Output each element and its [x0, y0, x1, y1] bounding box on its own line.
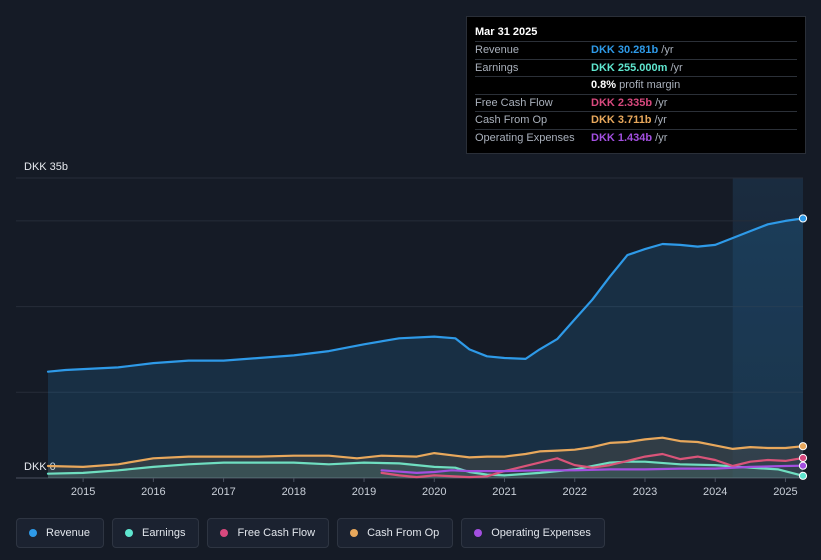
- tooltip-row-unit: /yr: [655, 131, 668, 144]
- x-tick-label: 2025: [773, 486, 797, 498]
- x-axis: 2015 2016 2017 2018 2019 2020 2021 2022 2023 2024…: [71, 478, 798, 498]
- legend-item-operating-expenses[interactable]: Operating Expenses: [461, 518, 605, 548]
- tooltip-row-unit: /yr: [654, 114, 667, 127]
- legend: Revenue Earnings Free Cash Flow Cash From O…: [16, 518, 605, 548]
- operating-expenses-end-marker: [798, 461, 808, 470]
- legend-label: Earnings: [142, 527, 186, 539]
- revenue-line: [46, 217, 805, 373]
- x-tick-label: 2023: [633, 486, 657, 498]
- data-tooltip: Mar 31 2025 Revenue DKK 30.281b/yr Earning…: [466, 16, 806, 154]
- legend-item-free-cash-flow[interactable]: Free Cash Flow: [207, 518, 330, 548]
- tooltip-date: Mar 31 2025: [475, 26, 538, 38]
- free-cash-flow-end-marker: [798, 453, 808, 463]
- gridlines: [16, 177, 803, 479]
- tooltip-row-label: Revenue: [475, 44, 520, 57]
- x-tick-label: 2021: [492, 486, 516, 498]
- tooltip-row-label: Earnings: [475, 61, 519, 74]
- legend-label: Revenue: [46, 527, 91, 539]
- x-tick-label: 2017: [211, 486, 235, 498]
- forecast-shade: [732, 178, 803, 478]
- y-axis-max-label: DKK 35b: [24, 161, 68, 173]
- free-cash-flow-line: [380, 452, 805, 479]
- tooltip-row: Operating Expenses DKK 1.434b/yr: [475, 128, 797, 147]
- tooltip-row: 0.8% profit margin: [475, 76, 797, 94]
- revenue-end-marker: [798, 214, 808, 223]
- tooltip-row: Cash From Op DKK 3.711b/yr: [475, 111, 797, 129]
- series-layer: [46, 217, 805, 479]
- y-axis-zero-label: DKK 0: [24, 461, 56, 473]
- legend-label: Free Cash Flow: [237, 527, 316, 539]
- tooltip-row-unit: /yr: [655, 96, 668, 109]
- earnings-end-marker: [798, 471, 808, 480]
- x-tick-label: 2016: [141, 486, 165, 498]
- x-tick-label: 2018: [282, 486, 306, 498]
- x-tick-label: 2019: [352, 486, 376, 498]
- legend-dot-icon: [350, 529, 359, 537]
- tooltip-rows: Revenue DKK 30.281b/yr Earnings DKK 255.000…: [475, 41, 797, 146]
- tooltip-row-unit: profit margin: [619, 79, 681, 92]
- legend-item-cash-from-op[interactable]: Cash From Op: [337, 518, 454, 548]
- tooltip-row-value: DKK 3.711b: [591, 114, 652, 127]
- cash-from-op-line: [46, 436, 805, 468]
- operating-expenses-line: [380, 464, 805, 474]
- tooltip-row-label: Cash From Op: [475, 114, 548, 127]
- cash-from-op-end-marker: [798, 442, 808, 451]
- end-markers: [798, 214, 808, 480]
- tooltip-row: Revenue DKK 30.281b/yr: [475, 41, 797, 59]
- legend-dot-icon: [220, 529, 229, 537]
- revenue-area: [48, 218, 803, 478]
- tooltip-row: Free Cash Flow DKK 2.335b/yr: [475, 93, 797, 112]
- legend-label: Operating Expenses: [491, 527, 591, 539]
- earnings-area: [48, 461, 803, 478]
- legend-dot-icon: [125, 529, 134, 537]
- tooltip-row-value: DKK 2.335b: [591, 96, 653, 109]
- x-tick-label: 2015: [71, 486, 95, 498]
- tooltip-row-value: DKK 255.000m: [591, 61, 668, 74]
- cash-from-op-area: [48, 437, 803, 478]
- tooltip-row-label: Operating Expenses: [475, 131, 575, 144]
- legend-label: Cash From Op: [367, 527, 440, 539]
- tooltip-row-value: DKK 30.281b: [591, 44, 659, 57]
- tooltip-row-unit: /yr: [661, 44, 674, 57]
- legend-dot-icon: [474, 529, 483, 537]
- legend-item-earnings[interactable]: Earnings: [112, 518, 200, 548]
- tooltip-row-label: Free Cash Flow: [475, 96, 553, 109]
- legend-item-revenue[interactable]: Revenue: [16, 518, 105, 548]
- x-tick-label: 2022: [563, 486, 587, 498]
- tooltip-row: Earnings DKK 255.000m/yr: [475, 58, 797, 77]
- legend-dot-icon: [29, 529, 37, 537]
- tooltip-row-value: DKK 1.434b: [591, 131, 653, 144]
- tooltip-row-unit: /yr: [670, 61, 683, 74]
- tooltip-row-value: 0.8%: [591, 79, 617, 92]
- x-tick-label: 2024: [703, 486, 727, 498]
- x-tick-label: 2020: [422, 486, 446, 498]
